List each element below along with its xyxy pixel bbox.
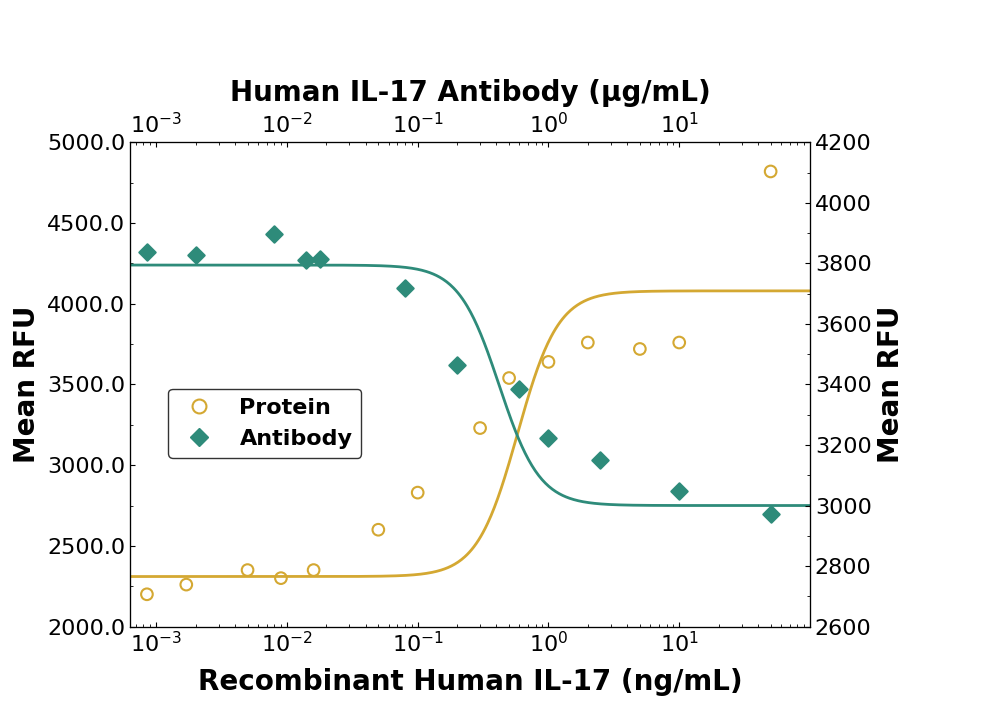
Point (178, 579, 194, 590)
Point (449, 360, 465, 371)
Point (306, 565, 322, 576)
Point (592, 455, 608, 466)
Point (397, 282, 413, 293)
Y-axis label: Mean RFU: Mean RFU (13, 305, 41, 464)
Point (410, 487, 426, 498)
Point (671, 337, 687, 348)
Point (671, 486, 687, 497)
Point (472, 422, 488, 434)
Point (312, 253, 328, 264)
Point (511, 384, 527, 395)
Point (540, 356, 556, 367)
Point (632, 343, 648, 355)
Point (763, 508, 779, 519)
Point (266, 229, 282, 240)
X-axis label: Human IL-17 Antibody (μg/mL): Human IL-17 Antibody (μg/mL) (230, 79, 710, 108)
X-axis label: Recombinant Human IL-17 (ng/mL): Recombinant Human IL-17 (ng/mL) (198, 668, 742, 696)
Legend: Protein, Antibody: Protein, Antibody (168, 389, 361, 458)
Point (273, 572, 289, 584)
Point (501, 372, 517, 384)
Point (298, 254, 314, 266)
Point (240, 565, 256, 576)
Point (370, 524, 386, 535)
Point (139, 589, 155, 600)
Point (139, 246, 155, 258)
Point (763, 166, 779, 177)
Point (188, 250, 204, 261)
Point (540, 432, 556, 444)
Point (580, 337, 596, 348)
Y-axis label: Mean RFU: Mean RFU (877, 305, 905, 464)
